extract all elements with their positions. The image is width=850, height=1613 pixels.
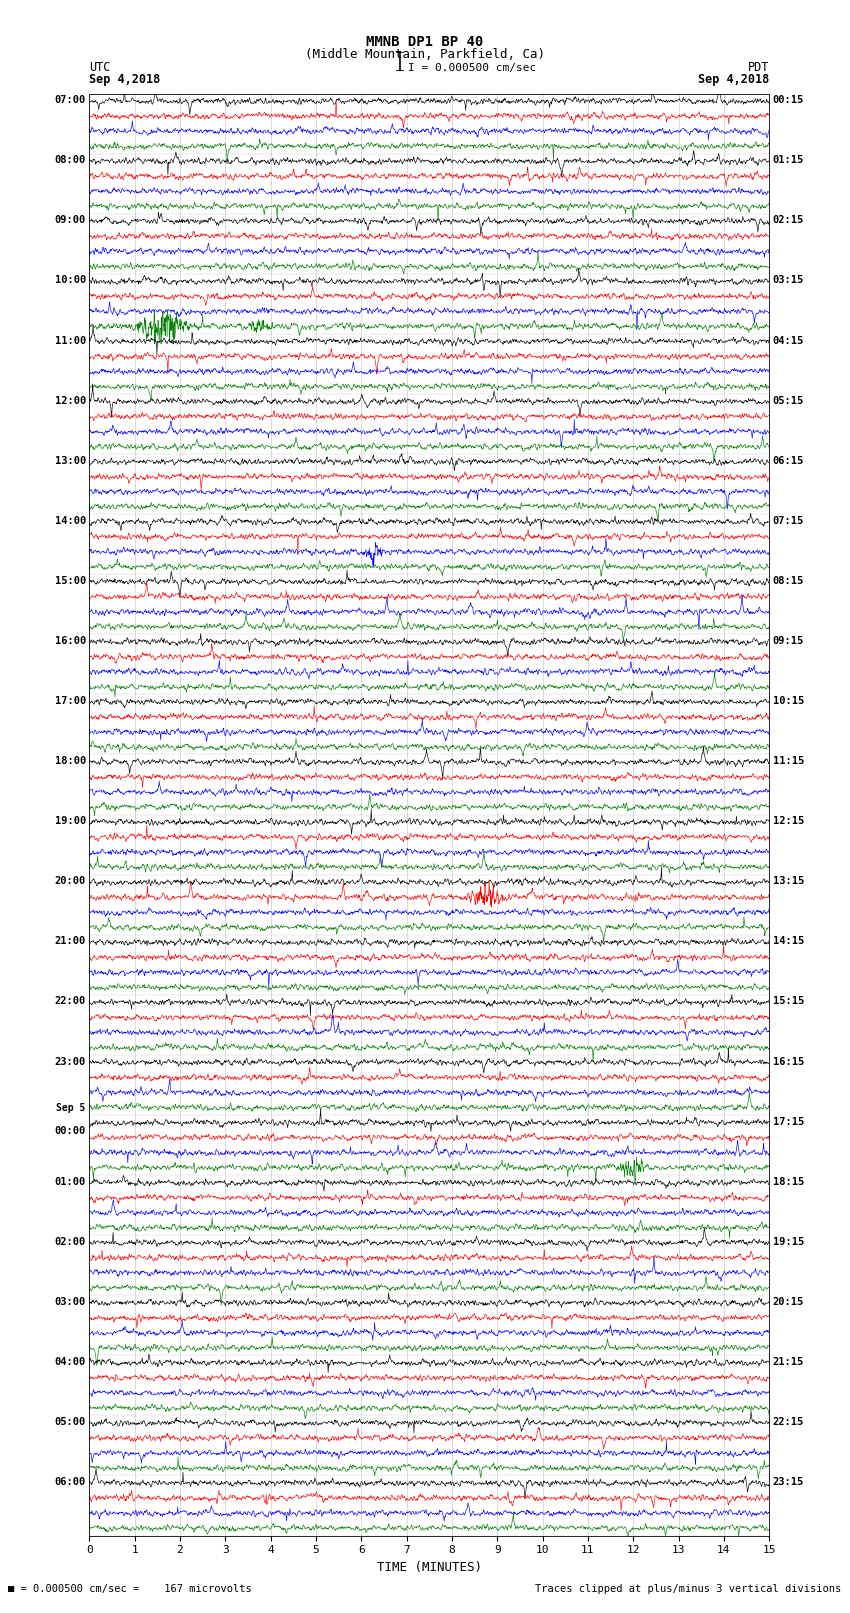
Text: 22:00: 22:00 <box>54 997 86 1007</box>
Text: 20:00: 20:00 <box>54 876 86 886</box>
Text: MMNB DP1 BP 40: MMNB DP1 BP 40 <box>366 35 484 50</box>
Text: Sep 4,2018: Sep 4,2018 <box>698 73 769 85</box>
Text: PDT: PDT <box>748 61 769 74</box>
Text: 11:15: 11:15 <box>773 756 804 766</box>
Text: 02:15: 02:15 <box>773 216 804 226</box>
Text: 11:00: 11:00 <box>54 336 86 345</box>
Text: 10:15: 10:15 <box>773 697 804 706</box>
Text: 12:15: 12:15 <box>773 816 804 826</box>
Text: (Middle Mountain, Parkfield, Ca): (Middle Mountain, Parkfield, Ca) <box>305 48 545 61</box>
Text: 04:15: 04:15 <box>773 336 804 345</box>
Text: 16:15: 16:15 <box>773 1057 804 1066</box>
Text: 20:15: 20:15 <box>773 1297 804 1307</box>
Text: I = 0.000500 cm/sec: I = 0.000500 cm/sec <box>408 63 536 73</box>
Text: 05:00: 05:00 <box>54 1418 86 1428</box>
Text: 09:00: 09:00 <box>54 216 86 226</box>
Text: 08:00: 08:00 <box>54 155 86 165</box>
Text: 01:15: 01:15 <box>773 155 804 165</box>
Text: 13:15: 13:15 <box>773 876 804 886</box>
Text: 03:15: 03:15 <box>773 276 804 286</box>
Text: 09:15: 09:15 <box>773 636 804 645</box>
Text: 18:15: 18:15 <box>773 1177 804 1187</box>
Text: 00:00: 00:00 <box>54 1126 86 1136</box>
Text: Traces clipped at plus/minus 3 vertical divisions: Traces clipped at plus/minus 3 vertical … <box>536 1584 842 1594</box>
Text: 10:00: 10:00 <box>54 276 86 286</box>
Text: 01:00: 01:00 <box>54 1177 86 1187</box>
Text: 05:15: 05:15 <box>773 395 804 405</box>
Text: 15:15: 15:15 <box>773 997 804 1007</box>
Text: 02:00: 02:00 <box>54 1237 86 1247</box>
Text: 00:15: 00:15 <box>773 95 804 105</box>
Text: 06:15: 06:15 <box>773 456 804 466</box>
Text: 21:15: 21:15 <box>773 1357 804 1366</box>
Text: 13:00: 13:00 <box>54 456 86 466</box>
Text: Sep 4,2018: Sep 4,2018 <box>89 73 161 85</box>
Text: 08:15: 08:15 <box>773 576 804 586</box>
Text: 03:00: 03:00 <box>54 1297 86 1307</box>
Text: 04:00: 04:00 <box>54 1357 86 1366</box>
Text: 12:00: 12:00 <box>54 395 86 405</box>
Text: 17:15: 17:15 <box>773 1116 804 1126</box>
Text: 07:15: 07:15 <box>773 516 804 526</box>
Text: 18:00: 18:00 <box>54 756 86 766</box>
Text: 21:00: 21:00 <box>54 936 86 947</box>
Text: Sep 5: Sep 5 <box>56 1103 86 1113</box>
Text: 23:15: 23:15 <box>773 1478 804 1487</box>
Text: 14:00: 14:00 <box>54 516 86 526</box>
Text: 17:00: 17:00 <box>54 697 86 706</box>
Text: 15:00: 15:00 <box>54 576 86 586</box>
Text: 16:00: 16:00 <box>54 636 86 645</box>
Text: UTC: UTC <box>89 61 110 74</box>
Text: ■ = 0.000500 cm/sec =    167 microvolts: ■ = 0.000500 cm/sec = 167 microvolts <box>8 1584 252 1594</box>
Text: 07:00: 07:00 <box>54 95 86 105</box>
Text: 19:15: 19:15 <box>773 1237 804 1247</box>
Text: 23:00: 23:00 <box>54 1057 86 1066</box>
Text: 06:00: 06:00 <box>54 1478 86 1487</box>
X-axis label: TIME (MINUTES): TIME (MINUTES) <box>377 1561 482 1574</box>
Text: 19:00: 19:00 <box>54 816 86 826</box>
Text: 22:15: 22:15 <box>773 1418 804 1428</box>
Text: 14:15: 14:15 <box>773 936 804 947</box>
